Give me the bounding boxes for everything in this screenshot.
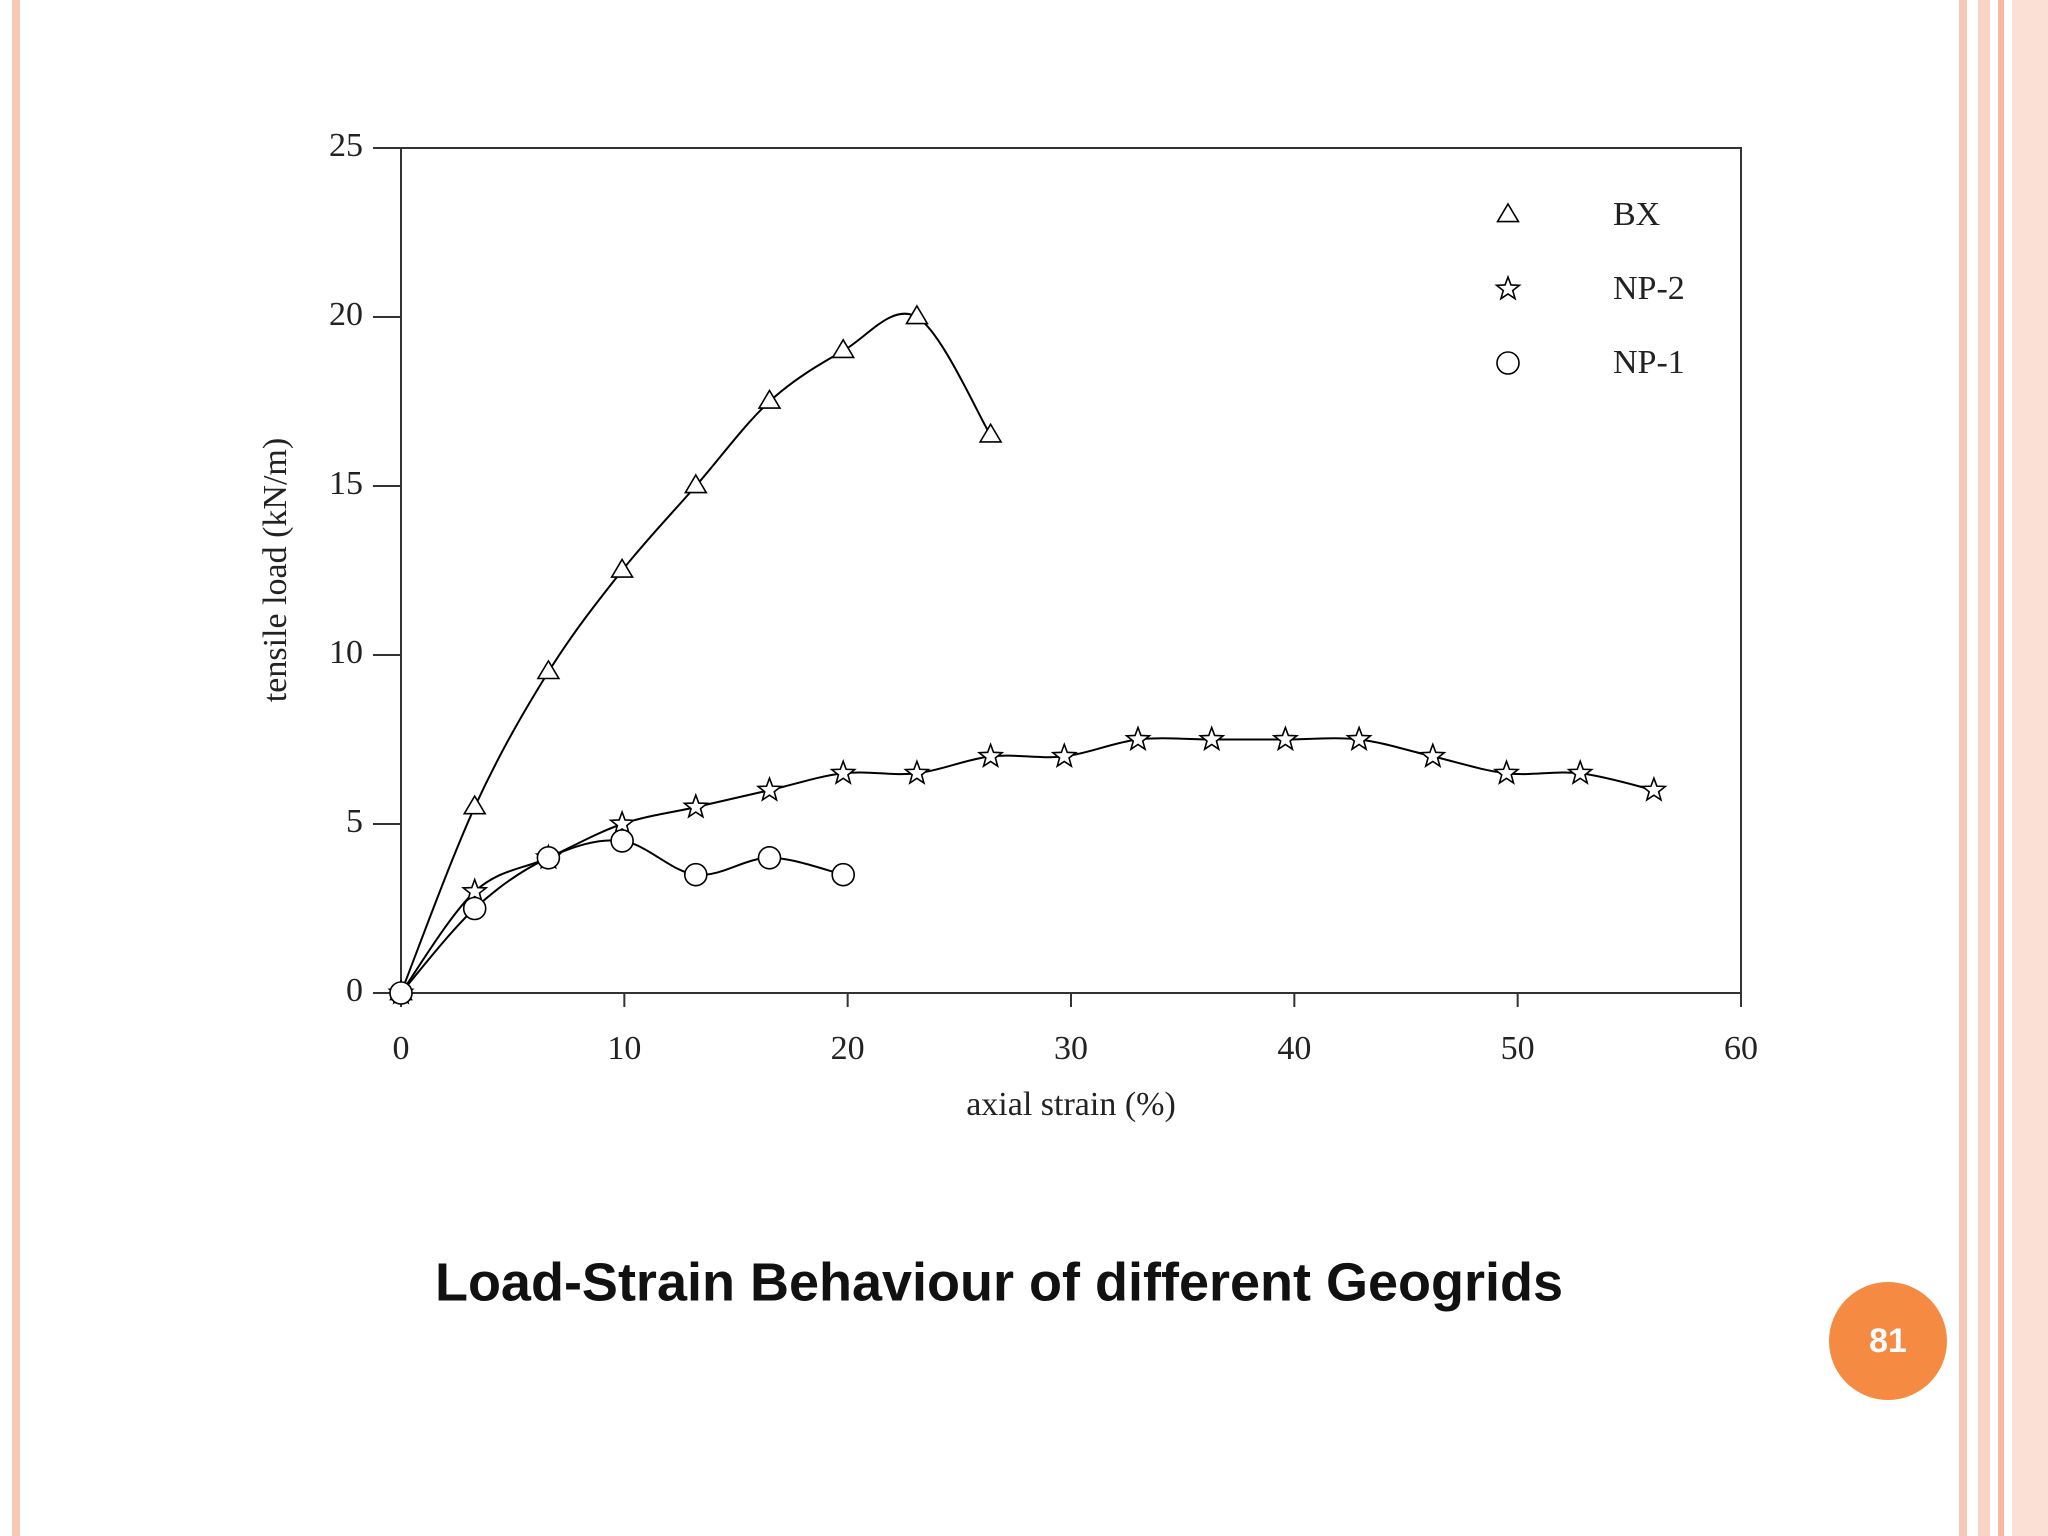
y-tick-label: 20 bbox=[329, 296, 363, 333]
y-tick-label: 0 bbox=[346, 972, 363, 1009]
data-point bbox=[461, 877, 489, 904]
x-tick-label: 60 bbox=[1724, 1030, 1758, 1067]
x-tick-label: 50 bbox=[1501, 1030, 1535, 1067]
chart-title: Load-Strain Behaviour of different Geogr… bbox=[435, 1252, 1563, 1312]
y-axis-label: tensile load (kN/m) bbox=[257, 438, 294, 702]
right-border bbox=[2012, 0, 2048, 1536]
data-point bbox=[1345, 725, 1373, 752]
data-point bbox=[536, 659, 561, 680]
series-line bbox=[400, 737, 1655, 994]
data-point bbox=[755, 775, 784, 802]
page-number: 81 bbox=[1869, 1322, 1907, 1360]
right-border bbox=[1959, 0, 1967, 1536]
plot-frame bbox=[400, 147, 1742, 994]
legend-label: BX bbox=[1613, 196, 1660, 233]
data-point bbox=[462, 896, 487, 921]
y-tick-label: 15 bbox=[329, 465, 363, 502]
data-point bbox=[903, 758, 931, 785]
right-border bbox=[1998, 0, 2004, 1536]
x-tick-label: 40 bbox=[1277, 1030, 1311, 1067]
legend-marker bbox=[1496, 351, 1520, 375]
x-tick-label: 10 bbox=[607, 1030, 641, 1067]
x-tick-label: 30 bbox=[1054, 1030, 1088, 1067]
data-point bbox=[1419, 742, 1447, 768]
data-point bbox=[1271, 725, 1300, 752]
data-point bbox=[905, 304, 929, 325]
x-tick-label: 20 bbox=[831, 1030, 865, 1067]
right-border bbox=[1978, 0, 1990, 1536]
data-point bbox=[536, 845, 561, 870]
data-point bbox=[610, 557, 634, 578]
x-axis-label: axial strain (%) bbox=[966, 1086, 1176, 1123]
data-point bbox=[978, 422, 1003, 443]
series-line bbox=[400, 312, 992, 994]
legend-label: NP-1 bbox=[1613, 344, 1685, 381]
data-point bbox=[1640, 775, 1668, 802]
data-point bbox=[829, 758, 857, 785]
data-point bbox=[683, 862, 708, 887]
data-point bbox=[976, 742, 1005, 768]
data-point bbox=[683, 473, 708, 494]
legend-marker bbox=[1496, 202, 1520, 223]
data-point bbox=[610, 829, 634, 853]
page-badge bbox=[1829, 1282, 1947, 1400]
data-point bbox=[757, 388, 782, 409]
data-point bbox=[462, 794, 487, 815]
data-point bbox=[1492, 758, 1521, 785]
data-point bbox=[1050, 742, 1078, 768]
x-tick-label: 0 bbox=[393, 1030, 410, 1067]
y-tick-label: 5 bbox=[346, 803, 363, 840]
data-point bbox=[1198, 725, 1226, 752]
data-point bbox=[389, 981, 413, 1005]
y-tick-label: 10 bbox=[329, 634, 363, 671]
data-point bbox=[831, 338, 856, 359]
data-point bbox=[831, 862, 856, 887]
legend-label: NP-2 bbox=[1613, 270, 1685, 307]
data-point bbox=[682, 792, 710, 819]
y-tick-label: 25 bbox=[329, 127, 363, 164]
data-point bbox=[1124, 725, 1152, 752]
data-point bbox=[757, 845, 782, 870]
left-border bbox=[12, 0, 20, 1536]
legend-marker bbox=[1494, 274, 1522, 301]
data-point bbox=[1566, 758, 1594, 785]
data-point bbox=[608, 809, 636, 836]
